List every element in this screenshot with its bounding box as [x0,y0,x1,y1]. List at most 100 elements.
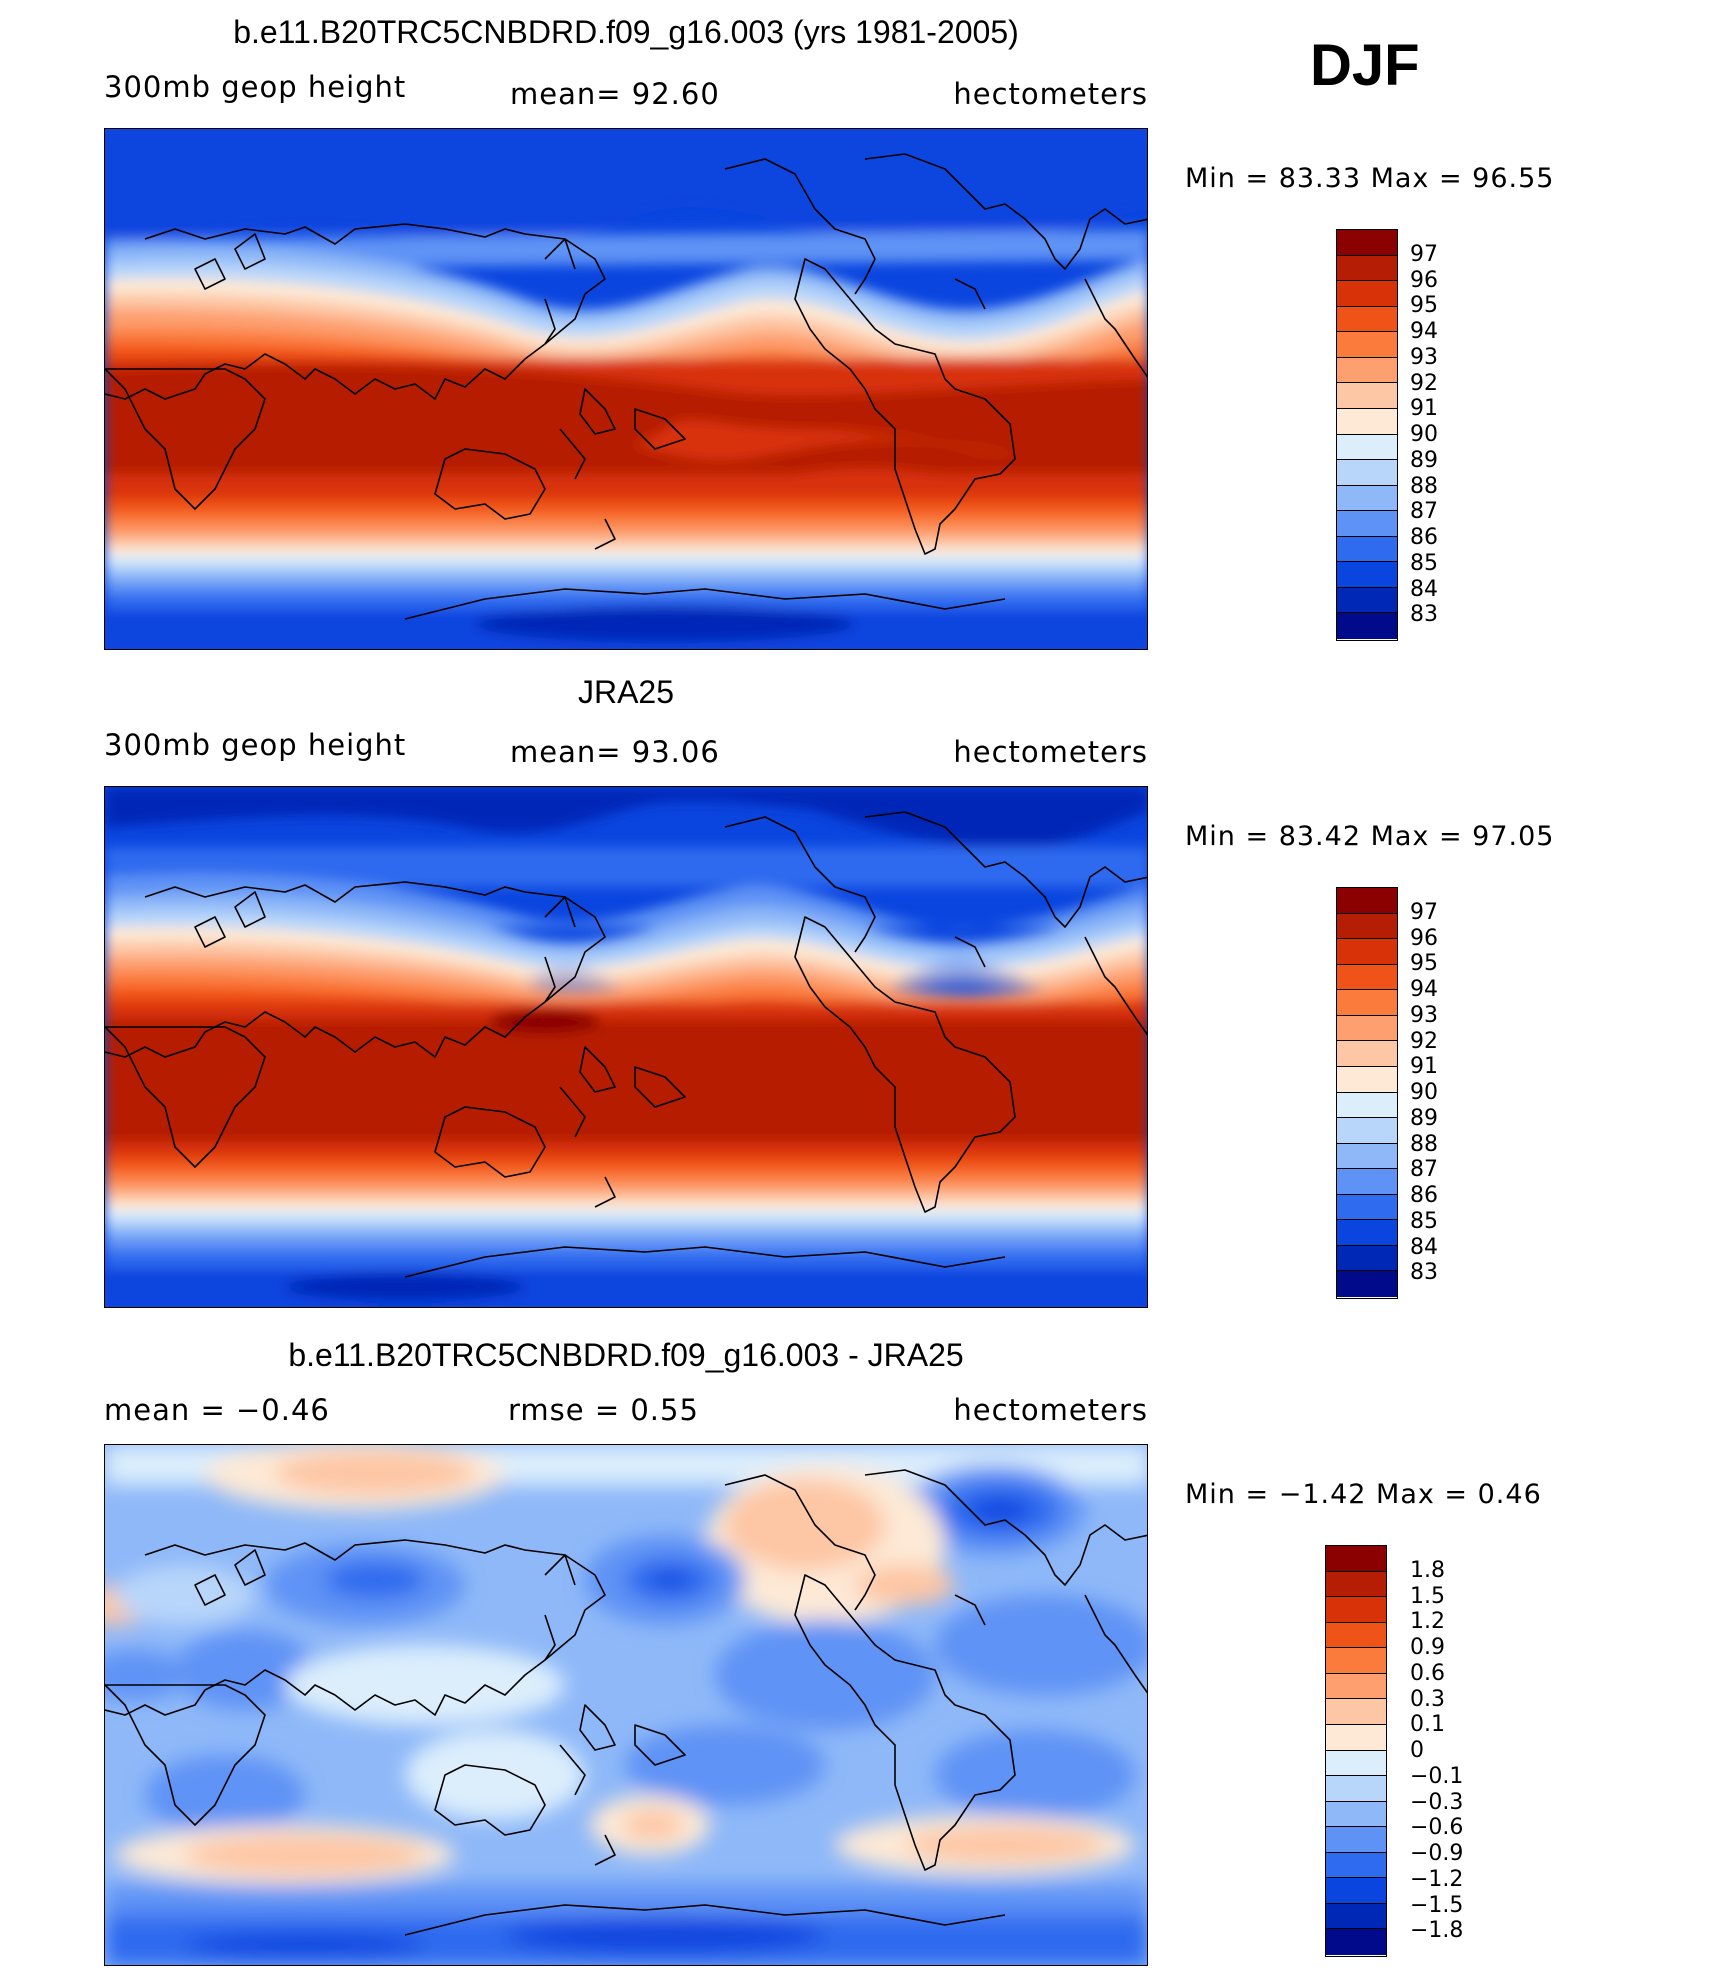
panel-diff-map [104,1444,1148,1966]
colorbar-tick-label: 0.9 [1410,1635,1445,1660]
colorbar-tick-label: 85 [1410,550,1438,576]
colorbar-swatch [1337,913,1397,940]
panel-obs-title: JRA25 [577,674,675,710]
colorbar-swatch [1326,1622,1386,1649]
season-label: DJF [1310,33,1420,98]
panel-diff-title: b.e11.B20TRC5CNBDRD.f09_g16.003 - JRA25 [288,1337,964,1373]
colorbar-swatch [1337,888,1397,914]
panel-model-colorbar [1336,229,1398,641]
colorbar-swatch [1337,536,1397,563]
colorbar-tick-label: 91 [1410,1054,1438,1080]
panel-diff-rmse-label: rmse = 0.55 [508,1393,699,1427]
colorbar-swatch [1337,1169,1397,1195]
colorbar-tick-label: −1.8 [1410,1918,1464,1944]
colorbar-tick-label: 95 [1410,951,1438,977]
colorbar-swatch [1337,332,1397,358]
panel-diff-minmax: Min = −1.42 Max = 0.46 [1185,1479,1542,1510]
colorbar-swatch [1326,1878,1386,1904]
colorbar-tick-label: 89 [1410,1105,1438,1131]
colorbar-tick-label: 86 [1410,1183,1438,1208]
colorbar-tick-label: 94 [1410,977,1438,1002]
colorbar-tick-label: 1.5 [1410,1583,1445,1609]
colorbar-tick-label: 89 [1410,447,1438,473]
colorbar-swatch [1337,485,1397,512]
panel-model-map [104,128,1148,650]
colorbar-swatch [1337,357,1397,384]
colorbar-tick-label: 1.8 [1410,1557,1445,1583]
colorbar-swatch [1337,964,1397,991]
colorbar-swatch [1326,1673,1386,1700]
colorbar-tick-label: 88 [1410,473,1438,499]
colorbar-swatch [1326,1648,1386,1674]
panel-diff-coastlines [105,1469,1147,1936]
colorbar-tick-label: 96 [1410,267,1438,293]
colorbar-swatch [1337,939,1397,965]
colorbar-swatch [1337,1092,1397,1119]
colorbar-tick-label: 88 [1410,1131,1438,1157]
colorbar-swatch [1337,281,1397,307]
colorbar-tick-label: 92 [1410,370,1438,396]
colorbar-tick-label: 85 [1410,1208,1438,1234]
panel-model-map-svg [105,129,1147,649]
colorbar-tick-label: 94 [1410,319,1438,344]
colorbar-tick-label: 93 [1410,344,1438,370]
colorbar-tick-label: 93 [1410,1002,1438,1028]
panel-obs-variable-label: 300mb geop height [104,728,407,762]
colorbar-tick-label: 0.1 [1410,1712,1445,1738]
colorbar-tick-label: 95 [1410,293,1438,319]
colorbar-swatch [1326,1801,1386,1828]
colorbar-swatch [1326,1852,1386,1879]
colorbar-swatch [1326,1571,1386,1598]
colorbar-swatch [1326,1699,1386,1725]
colorbar-tick-label: −0.6 [1410,1815,1464,1841]
panel-diff-colorbar [1325,1545,1387,1957]
colorbar-swatch [1337,230,1397,256]
colorbar-tick-label: 91 [1410,396,1438,422]
colorbar-tick-label: 97 [1410,241,1438,267]
colorbar-swatch [1326,1546,1386,1572]
colorbar-swatch [1337,562,1397,588]
colorbar-tick-label: 87 [1410,1157,1438,1183]
colorbar-tick-label: 83 [1410,602,1438,628]
panel-diff-units-label: hectometers [953,1393,1148,1427]
colorbar-tick-label: −0.1 [1410,1763,1464,1789]
colorbar-tick-label: 1.2 [1410,1609,1445,1635]
colorbar-tick-label: −0.3 [1410,1789,1464,1815]
colorbar-swatch [1337,990,1397,1016]
colorbar-swatch [1337,408,1397,435]
colorbar-tick-label: 90 [1410,1080,1438,1105]
colorbar-tick-label: 0 [1410,1738,1424,1763]
colorbar-tick-label: 0.6 [1410,1660,1445,1686]
colorbar-swatch [1337,434,1397,461]
colorbar-swatch [1337,1015,1397,1042]
colorbar-swatch [1337,1245,1397,1272]
colorbar-swatch [1326,1724,1386,1751]
panel-obs-map [104,786,1148,1308]
colorbar-tick-label: −0.9 [1410,1841,1464,1866]
colorbar-tick-label: 86 [1410,525,1438,550]
panel-diff-mean-label: mean = −0.46 [104,1393,330,1427]
colorbar-swatch [1337,255,1397,282]
panel-obs-coastlines [105,811,1147,1278]
colorbar-tick-label: 0.3 [1410,1686,1445,1712]
colorbar-swatch [1337,1143,1397,1170]
colorbar-swatch [1337,587,1397,614]
panel-model-mean-label: mean= 92.60 [510,77,720,111]
panel-model-units-label: hectometers [953,77,1148,111]
colorbar-swatch [1337,1066,1397,1093]
colorbar-tick-label: 97 [1410,899,1438,925]
colorbar-swatch [1326,1597,1386,1623]
colorbar-swatch [1337,1118,1397,1144]
colorbar-swatch [1337,1041,1397,1067]
colorbar-swatch [1337,460,1397,486]
colorbar-tick-label: 83 [1410,1260,1438,1286]
panel-model-variable-label: 300mb geop height [104,70,407,104]
panel-obs-mean-label: mean= 93.06 [510,735,720,769]
colorbar-tick-label: −1.5 [1410,1892,1464,1918]
panel-obs-map-svg [105,787,1147,1307]
colorbar-tick-label: 92 [1410,1028,1438,1054]
colorbar-swatch [1337,1194,1397,1221]
colorbar-swatch [1326,1750,1386,1777]
colorbar-swatch [1337,306,1397,333]
panel-obs-minmax: Min = 83.42 Max = 97.05 [1185,821,1555,852]
